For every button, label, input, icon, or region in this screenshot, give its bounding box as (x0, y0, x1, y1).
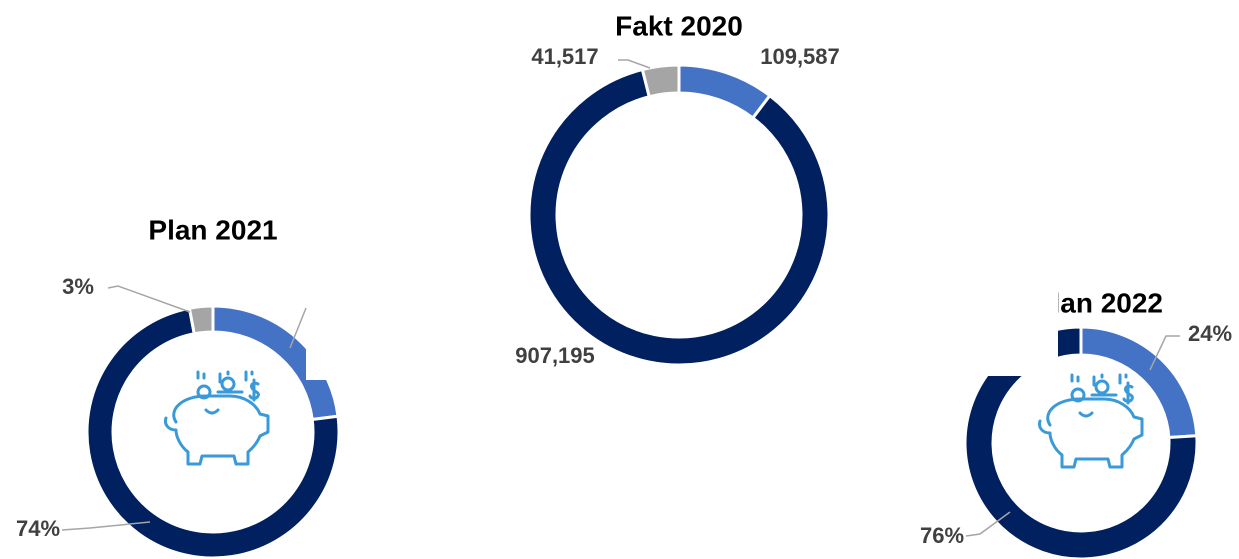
leader-line (61, 521, 151, 531)
chart-title: Fakt 2020 (615, 10, 743, 41)
donut-segment (187, 304, 215, 336)
donut-segment (677, 63, 772, 121)
data-label: 3% (62, 274, 94, 299)
data-label: 41,517 (531, 44, 598, 69)
charts: 109,587 907,195 41,517 Fakt 2020 74% 3% Plan 2… (16, 10, 1232, 559)
piggy-icon (1038, 373, 1144, 469)
overlay (1020, 285, 1058, 325)
chart-title: Plan 2021 (148, 214, 277, 245)
data-label: 109,587 (760, 44, 840, 69)
leader-line (107, 285, 191, 313)
data-label: 74% (16, 516, 60, 541)
piggy-icon (164, 370, 270, 466)
donut-segment (963, 325, 1199, 559)
data-label: 907,195 (515, 343, 595, 368)
data-label: 76% (920, 523, 964, 548)
overlay (1020, 285, 1058, 325)
leader-line (618, 59, 651, 69)
overlay (306, 298, 366, 380)
donut-segment (640, 63, 681, 99)
donut-segment (527, 67, 831, 367)
leader-line (1149, 335, 1180, 371)
leader-line (289, 307, 307, 349)
leader-line (965, 511, 1011, 537)
data-label: 24% (1188, 321, 1232, 346)
donut-segment (85, 306, 341, 559)
